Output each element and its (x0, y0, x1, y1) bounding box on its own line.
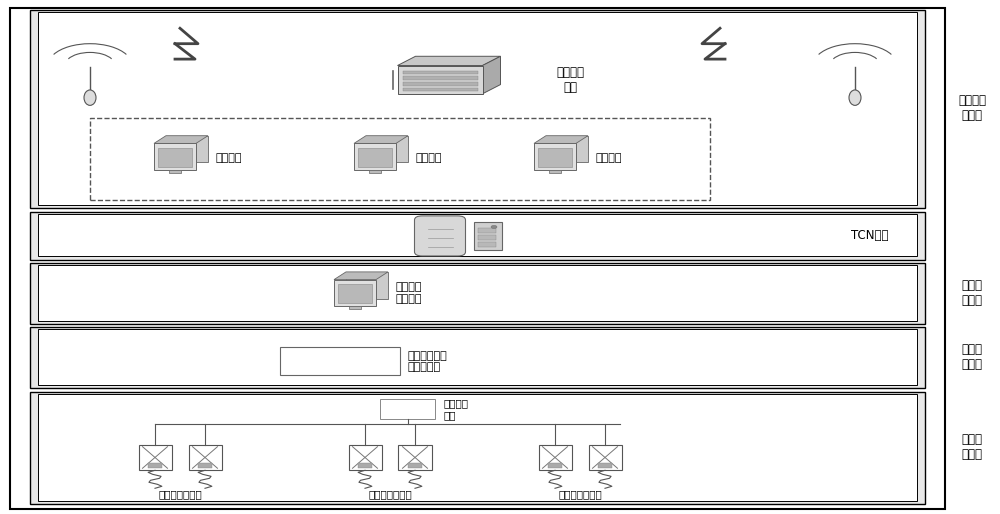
Bar (349, 306, 361, 309)
Bar (154, 143, 196, 170)
Polygon shape (366, 136, 408, 162)
Polygon shape (398, 57, 500, 66)
Bar (158, 148, 192, 167)
Bar (398, 445, 432, 470)
Text: 制动系统传感器: 制动系统传感器 (158, 489, 202, 500)
Bar (188, 445, 222, 470)
Bar (338, 284, 372, 303)
Text: 自诊断
车载级: 自诊断 车载级 (962, 279, 982, 307)
FancyBboxPatch shape (415, 216, 465, 256)
Bar (334, 280, 376, 306)
Text: 制动系统传感器: 制动系统传感器 (558, 489, 602, 500)
Text: 制动系统
诊断单元: 制动系统 诊断单元 (395, 282, 422, 304)
Bar (478, 235, 496, 240)
Bar (169, 170, 181, 173)
Bar (598, 463, 612, 468)
Bar (30, 392, 925, 504)
Bar (538, 148, 572, 167)
Polygon shape (334, 272, 388, 280)
Text: 传输平台
车载级: 传输平台 车载级 (958, 94, 986, 122)
Text: 制动系统传感器: 制动系统传感器 (368, 489, 412, 500)
Bar (549, 170, 561, 173)
Text: 车载传输
平台: 车载传输 平台 (556, 66, 584, 94)
Polygon shape (534, 136, 588, 143)
Bar (369, 170, 381, 173)
Text: 传感器
车载级: 传感器 车载级 (962, 433, 982, 461)
Bar (534, 143, 576, 170)
Bar (548, 463, 562, 468)
Bar (380, 399, 435, 419)
Text: 制动系统
接口: 制动系统 接口 (443, 398, 468, 420)
Bar (148, 463, 162, 468)
Bar (38, 329, 917, 385)
Bar (402, 70, 478, 74)
Bar (408, 463, 422, 468)
Circle shape (491, 225, 497, 228)
Text: 存储单元: 存储单元 (215, 153, 242, 163)
Bar (38, 12, 917, 205)
Bar (38, 265, 917, 321)
Bar (474, 222, 502, 250)
Bar (588, 445, 622, 470)
Bar (539, 445, 572, 470)
Bar (358, 148, 392, 167)
Bar (30, 263, 925, 324)
Bar (30, 212, 925, 260)
Bar (402, 82, 478, 85)
Bar (402, 87, 478, 91)
Ellipse shape (849, 90, 861, 105)
Text: 信道单元: 信道单元 (595, 153, 622, 163)
Text: 预处理
车载级: 预处理 车载级 (962, 343, 982, 371)
Polygon shape (354, 136, 408, 143)
Bar (402, 76, 478, 80)
Polygon shape (166, 136, 208, 162)
Bar (38, 394, 917, 501)
Bar (30, 327, 925, 388)
Bar (90, 118, 710, 200)
Text: 控制单元: 控制单元 (415, 153, 442, 163)
Bar (38, 214, 917, 256)
Bar (138, 445, 172, 470)
Polygon shape (482, 57, 500, 94)
Text: TCN网络: TCN网络 (851, 229, 889, 243)
Polygon shape (346, 272, 388, 299)
Bar (349, 445, 382, 470)
Bar (358, 463, 372, 468)
Text: 制动系统信息
预处理模块: 制动系统信息 预处理模块 (408, 351, 448, 372)
Polygon shape (154, 136, 208, 143)
Bar (198, 463, 212, 468)
Bar (398, 65, 482, 94)
Ellipse shape (84, 90, 96, 105)
Bar (478, 243, 496, 247)
Bar (280, 347, 400, 375)
Polygon shape (546, 136, 588, 162)
Bar (478, 228, 496, 232)
Bar (30, 10, 925, 208)
Bar (354, 143, 396, 170)
